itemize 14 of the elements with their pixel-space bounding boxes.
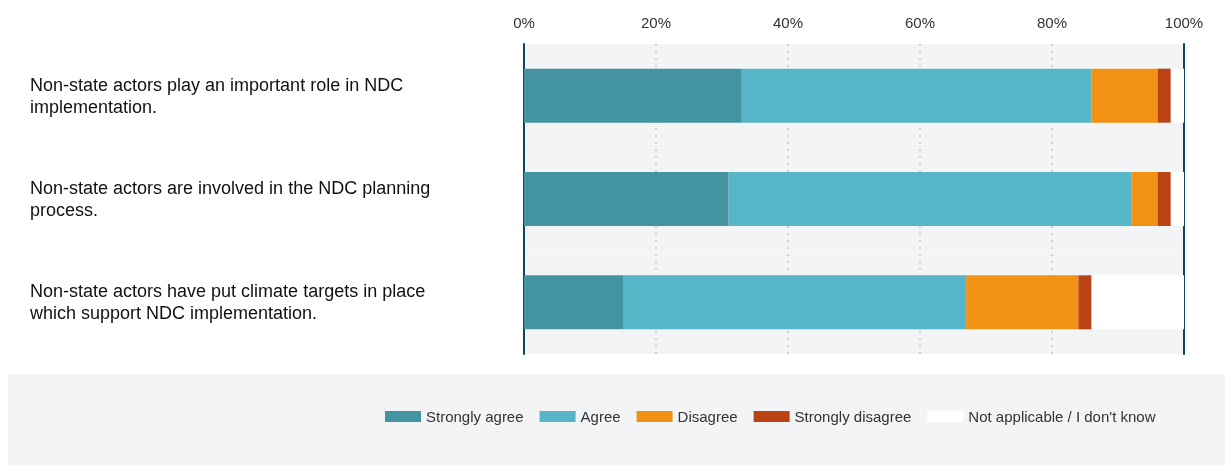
legend-label: Strongly agree [426,408,524,425]
legend-label: Agree [580,408,621,425]
x-tick-label: 100% [1164,14,1204,31]
x-tick-label: 60% [904,14,936,31]
y-tick-label: Non-state actors play an important role in NDC implementation. [30,74,409,117]
y-tick-label: Non-state actors have put climate targets in place which support NDC implementation. [29,281,431,324]
legend-label: Not applicable / I don't know [968,408,1156,425]
x-tick-label: 0% [513,14,535,31]
x-tick-label: 20% [640,14,672,31]
legend-label: Strongly disagree [794,408,912,425]
y-tick-label: Non-state actors are involved in the NDC planning process. [30,178,436,220]
x-tick-label: 40% [772,14,804,31]
x-tick-label: 80% [1036,14,1068,31]
legend-label: Disagree [677,408,738,425]
